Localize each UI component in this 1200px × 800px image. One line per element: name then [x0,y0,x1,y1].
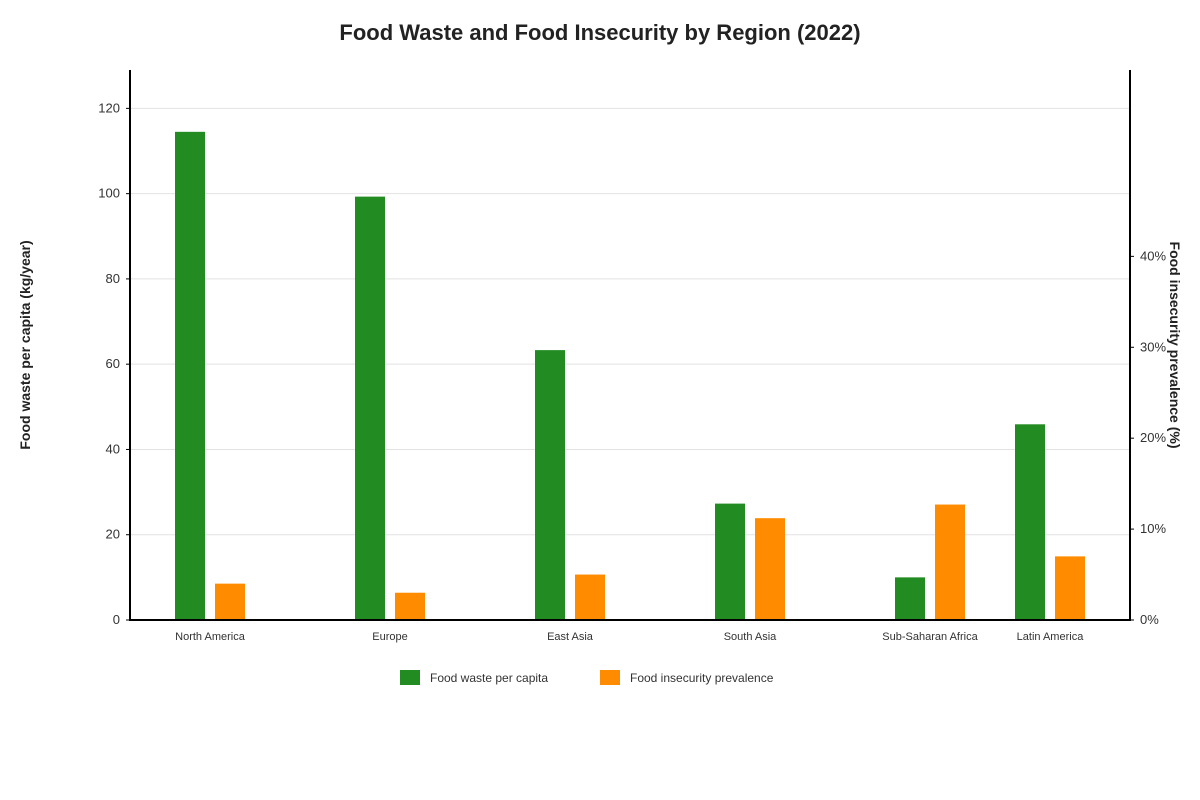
legend: Food waste per capita Food insecurity pr… [400,670,774,685]
bar-food-waste [175,131,205,620]
left-y-tick-label: 60 [106,356,120,371]
legend-swatch-food-waste [400,670,420,685]
legend-swatch-food-insecurity [600,670,620,685]
bar-food-insecurity [215,583,245,620]
bar-food-waste [535,350,565,620]
x-category-label: Europe [372,631,407,643]
x-axis-category-labels: North America Europe East Asia South Asia Su… [175,631,1084,643]
left-y-axis-ticks: 0 20 40 60 80 100 120 [98,100,130,627]
left-y-tick-label: 100 [98,186,120,201]
bar-food-insecurity [1055,556,1085,620]
right-y-tick-label: 40% [1140,248,1166,263]
bar-food-waste [715,503,745,620]
left-y-axis-title: Food waste per capita (kg/year) [17,240,33,449]
right-y-tick-label: 30% [1140,339,1166,354]
right-y-tick-label: 10% [1140,521,1166,536]
left-y-tick-label: 120 [98,100,120,115]
chart-title: Food Waste and Food Insecurity by Region… [339,20,860,45]
legend-label-food-waste: Food waste per capita [430,671,548,685]
x-category-label: Sub-Saharan Africa [882,631,978,643]
bar-food-insecurity [935,504,965,620]
x-category-label: North America [175,631,246,643]
bar-food-waste [1015,424,1045,620]
legend-label-food-insecurity: Food insecurity prevalence [630,671,774,685]
right-y-axis-ticks: 0% 10% 20% 30% 40% [1130,248,1166,627]
right-y-tick-label: 0% [1140,612,1159,627]
bar-food-waste [895,577,925,620]
left-y-tick-label: 80 [106,271,120,286]
bar-food-insecurity [755,518,785,620]
bar-food-insecurity [575,574,605,620]
right-y-tick-label: 20% [1140,430,1166,445]
bar-food-insecurity [395,592,425,620]
left-y-tick-label: 0 [113,612,120,627]
x-category-label: East Asia [547,631,594,643]
bars [175,131,1085,620]
bar-food-waste [355,196,385,620]
x-category-label: Latin America [1017,631,1085,643]
grid-lines [130,107,1130,536]
x-category-label: South Asia [724,631,777,643]
right-y-axis-title: Food insecurity prevalence (%) [1167,242,1183,449]
left-y-tick-label: 20 [106,527,120,542]
left-y-tick-label: 40 [106,441,120,456]
